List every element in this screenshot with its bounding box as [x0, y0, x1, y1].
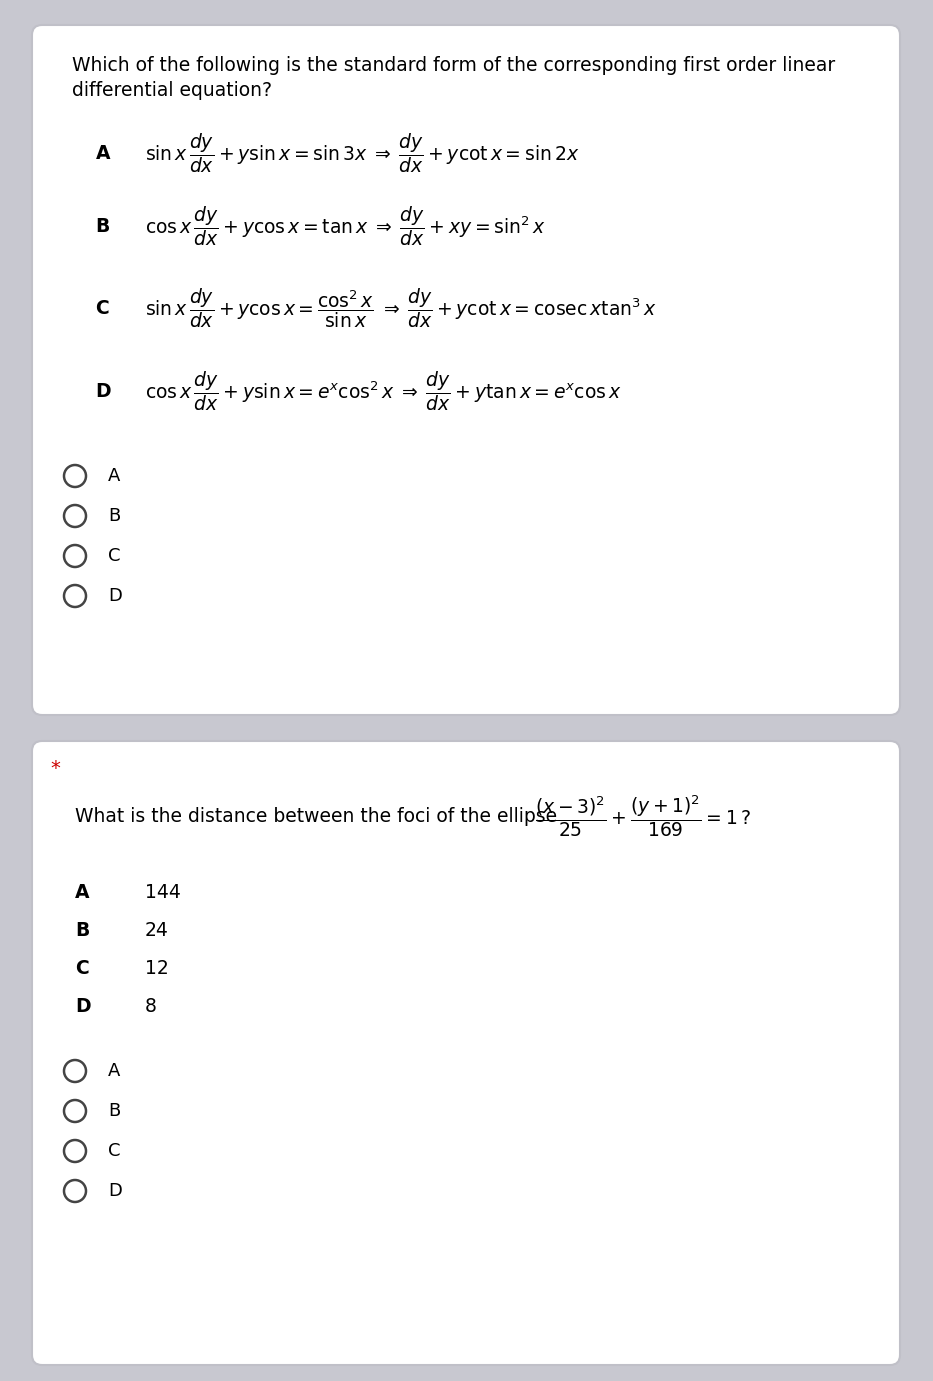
- Text: A: A: [75, 884, 90, 903]
- Text: 24: 24: [145, 921, 169, 940]
- Text: A: A: [108, 467, 120, 485]
- Text: C: C: [108, 1142, 120, 1160]
- Text: C: C: [75, 960, 89, 979]
- Text: $\dfrac{(x-3)^2}{25}+\dfrac{(y+1)^2}{169}=1\,?$: $\dfrac{(x-3)^2}{25}+\dfrac{(y+1)^2}{169…: [535, 793, 751, 838]
- Text: A: A: [108, 1062, 120, 1080]
- Text: B: B: [75, 921, 90, 940]
- Text: $\sin x\,\dfrac{dy}{dx}+y\cos x=\dfrac{\cos^2 x}{\sin x}\;\Rightarrow\;\dfrac{dy: $\sin x\,\dfrac{dy}{dx}+y\cos x=\dfrac{\…: [145, 286, 657, 330]
- Text: $\mathbf{B}$: $\mathbf{B}$: [95, 217, 110, 236]
- Text: D: D: [75, 997, 91, 1016]
- Text: *: *: [50, 760, 60, 778]
- Text: $\mathbf{A}$: $\mathbf{A}$: [95, 144, 111, 163]
- Text: $\cos x\,\dfrac{dy}{dx}+y\cos x=\tan x\;\Rightarrow\;\dfrac{dy}{dx}+xy=\sin^2 x$: $\cos x\,\dfrac{dy}{dx}+y\cos x=\tan x\;…: [145, 204, 546, 249]
- Text: $\mathbf{D}$: $\mathbf{D}$: [95, 381, 112, 400]
- Text: differential equation?: differential equation?: [72, 81, 272, 99]
- Text: $\sin x\,\dfrac{dy}{dx}+y\sin x=\sin 3x\;\Rightarrow\;\dfrac{dy}{dx}+y\cot x=\si: $\sin x\,\dfrac{dy}{dx}+y\sin x=\sin 3x\…: [145, 131, 579, 175]
- FancyBboxPatch shape: [32, 25, 900, 715]
- Text: D: D: [108, 1182, 122, 1200]
- Text: D: D: [108, 587, 122, 605]
- FancyBboxPatch shape: [32, 742, 900, 1364]
- Text: What is the distance between the foci of the ellipse: What is the distance between the foci of…: [75, 807, 564, 826]
- Text: Which of the following is the standard form of the corresponding first order lin: Which of the following is the standard f…: [72, 57, 835, 75]
- Text: 144: 144: [145, 884, 181, 903]
- Text: $\cos x\,\dfrac{dy}{dx}+y\sin x=e^x\cos^2 x\;\Rightarrow\;\dfrac{dy}{dx}+y\tan x: $\cos x\,\dfrac{dy}{dx}+y\sin x=e^x\cos^…: [145, 369, 621, 413]
- Text: 8: 8: [145, 997, 157, 1016]
- Text: $\mathbf{C}$: $\mathbf{C}$: [95, 298, 109, 318]
- Text: B: B: [108, 1102, 120, 1120]
- Text: B: B: [108, 507, 120, 525]
- Text: C: C: [108, 547, 120, 565]
- Text: 12: 12: [145, 960, 169, 979]
